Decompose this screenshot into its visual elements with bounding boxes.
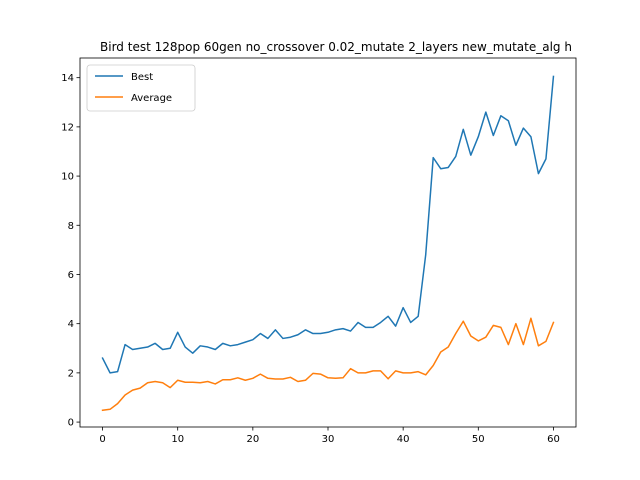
y-tick-label-0: 0 [68, 418, 74, 429]
y-tick-label-2: 2 [68, 368, 74, 379]
series-line-average [101, 317, 555, 412]
x-tick-label-10: 10 [171, 434, 184, 445]
x-tick-label-0: 0 [99, 434, 105, 445]
series-line-best [101, 75, 555, 374]
y-tick-label-14: 14 [61, 73, 74, 84]
legend-label-best: Best [131, 72, 153, 83]
x-tick-label-60: 60 [547, 434, 560, 445]
y-tick-label-12: 12 [61, 122, 74, 133]
chart-title: Bird test 128pop 60gen no_crossover 0.02… [100, 40, 572, 54]
y-tick-label-8: 8 [68, 221, 74, 232]
legend-label-average: Average [131, 93, 172, 104]
y-tick-label-10: 10 [61, 172, 74, 183]
y-tick-label-4: 4 [68, 319, 74, 330]
x-tick-label-30: 30 [322, 434, 335, 445]
x-tick-label-20: 20 [246, 434, 259, 445]
plot-area: 0 10 20 30 40 50 60 0 2 4 6 8 10 12 14 Best Average [61, 57, 577, 445]
x-tick-label-50: 50 [472, 434, 485, 445]
x-tick-label-40: 40 [397, 434, 410, 445]
y-tick-label-6: 6 [68, 270, 74, 281]
